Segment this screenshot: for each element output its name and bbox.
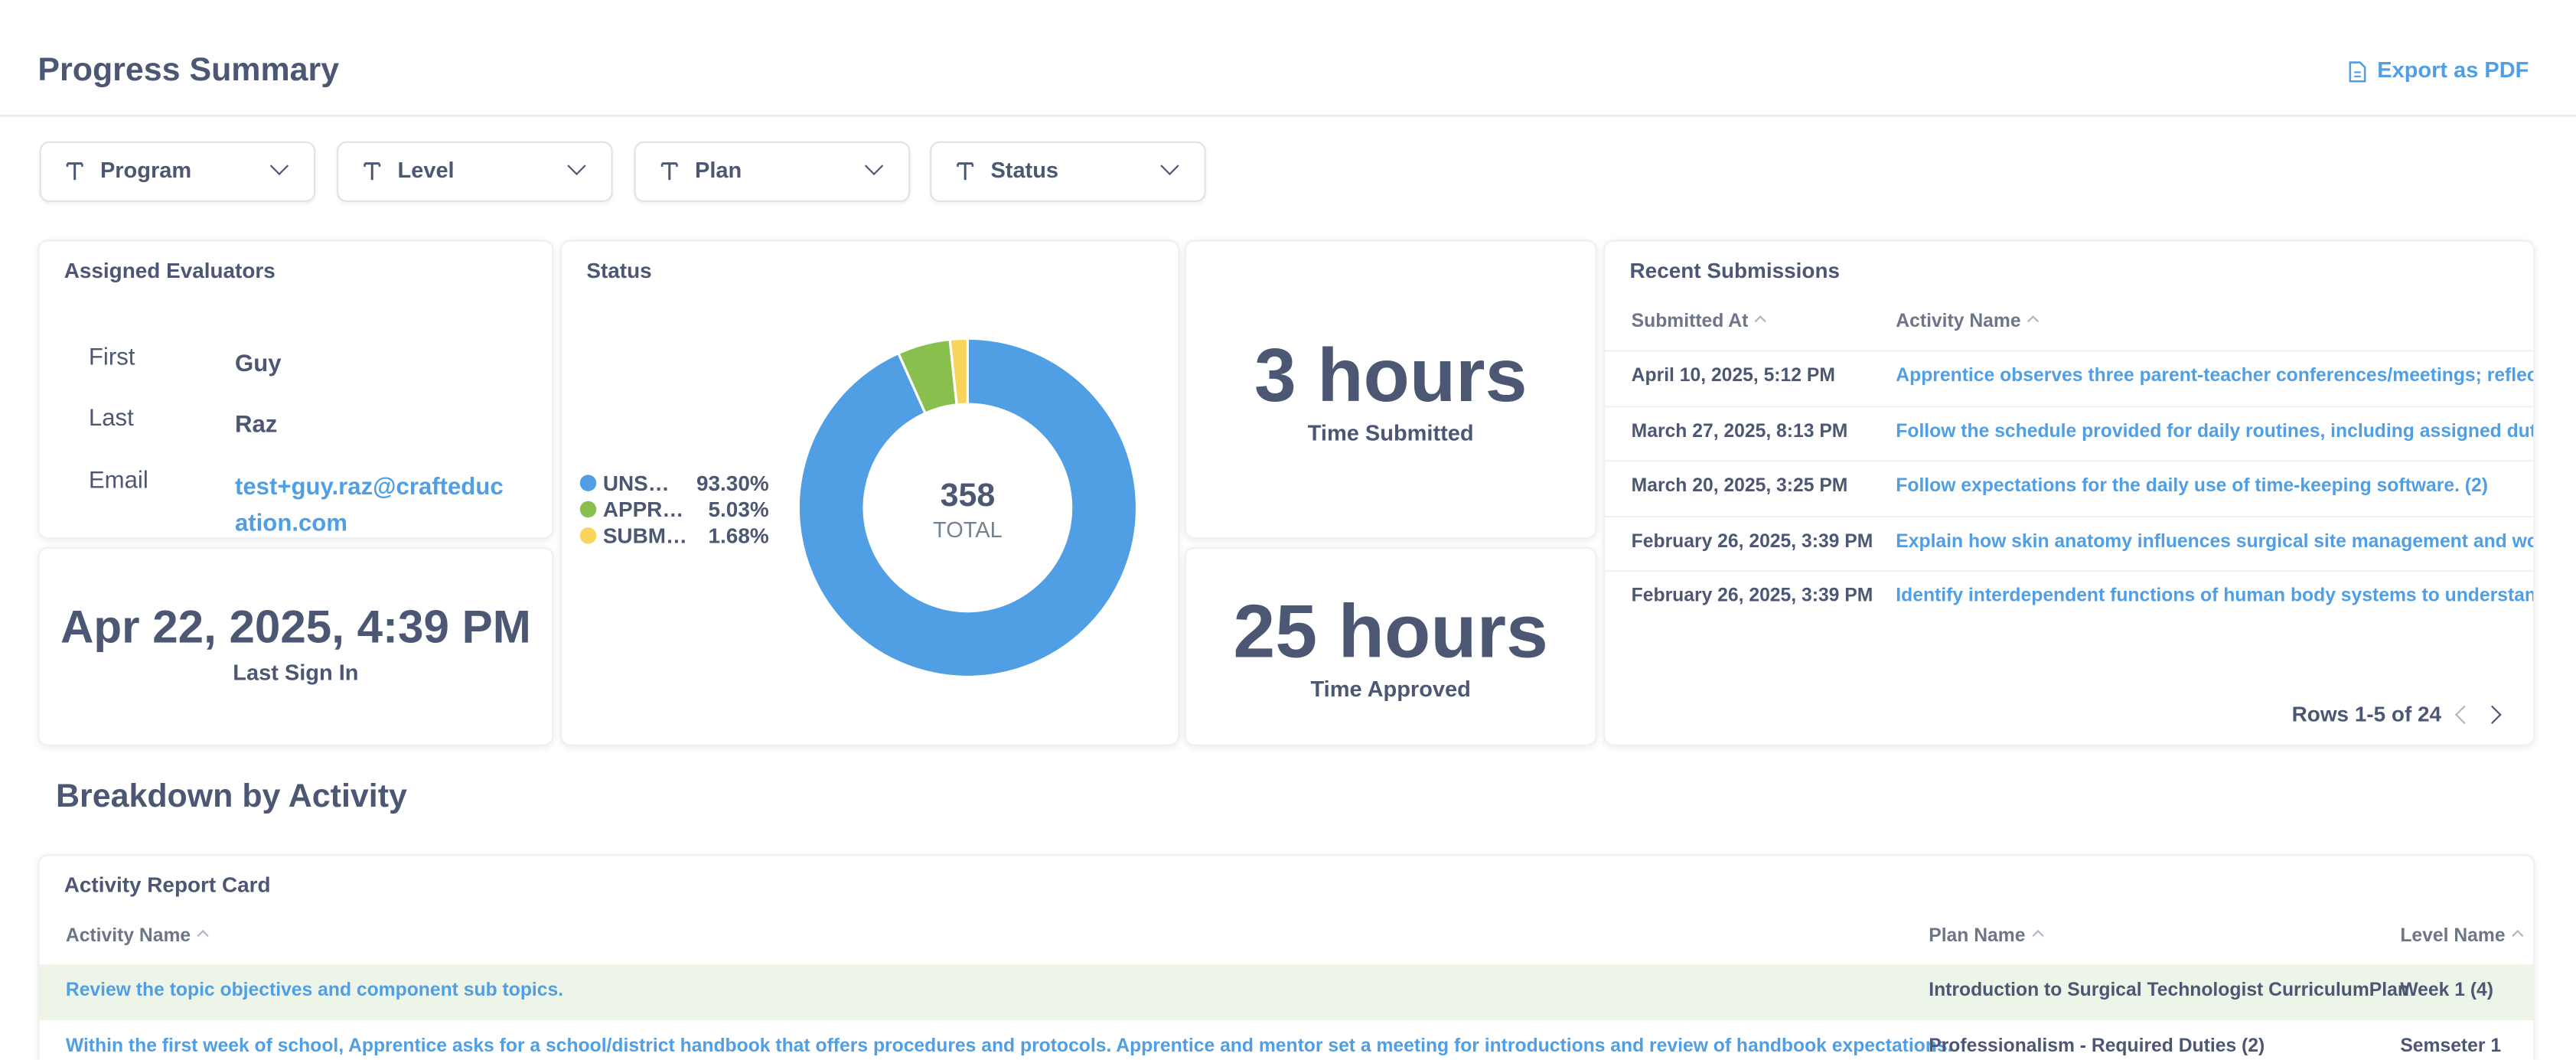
activity-link[interactable]: Within the first week of school, Apprent… xyxy=(65,1036,1953,1056)
activity-link[interactable]: Explain how skin anatomy influences surg… xyxy=(1896,532,2533,552)
metric-label: Time Approved xyxy=(1310,677,1471,702)
card-title: Activity Report Card xyxy=(64,872,271,898)
status-card: Status UNS… 93.30% APPR… 5.03% SUBM… 1.68% 358… xyxy=(560,240,1180,746)
activity-link[interactable]: Follow expectations for the daily use of… xyxy=(1896,476,2488,497)
field-value: Guy xyxy=(234,351,282,378)
activity-link[interactable]: Review the topic objectives and componen… xyxy=(65,980,564,1001)
dropdown-chevron xyxy=(567,156,586,175)
card-title: Assigned Evaluators xyxy=(64,258,276,283)
text-icon xyxy=(660,162,678,181)
activity-link[interactable]: Apprentice observes three parent-teacher… xyxy=(1896,366,2535,386)
recent-submissions-card: Recent Submissions Rows 1-5 of 24 Submit… xyxy=(1603,240,2535,746)
filter-dropdown[interactable]: Status xyxy=(930,141,1206,203)
sort-icon[interactable] xyxy=(2031,929,2044,942)
submitted-at: February 26, 2025, 3:39 PM xyxy=(1631,532,1873,552)
next-page[interactable] xyxy=(2483,705,2502,724)
row-divider xyxy=(1605,570,2534,572)
metric-label: Time Submitted xyxy=(1307,420,1474,445)
field-label: Last xyxy=(88,406,134,432)
text-icon xyxy=(957,162,974,181)
column-header[interactable]: Plan Name xyxy=(1929,927,2044,946)
column-header[interactable]: Activity Name xyxy=(66,927,209,946)
card-title: Recent Submissions xyxy=(1629,258,1841,283)
divider xyxy=(0,115,2576,117)
pagination-label: Rows 1-5 of 24 xyxy=(2291,701,2442,726)
export-button[interactable]: Export as PDF xyxy=(2377,57,2529,83)
text-icon xyxy=(66,162,83,181)
cell: Professionalism - Required Duties (2) xyxy=(1929,1036,2265,1056)
metric-label: Last Sign In xyxy=(233,660,359,686)
donut-total: 358 xyxy=(941,477,996,514)
dropdown-chevron xyxy=(269,156,289,175)
card-title: Status xyxy=(586,258,652,283)
legend-value: 5.03% xyxy=(709,497,769,521)
row-divider xyxy=(1605,460,2534,462)
filter-dropdown[interactable]: Level xyxy=(337,141,613,203)
field-label: First xyxy=(88,344,135,372)
row-divider xyxy=(1605,405,2534,407)
text-icon xyxy=(364,162,381,181)
legend-swatch xyxy=(579,527,597,544)
filter-label: Status xyxy=(990,158,1059,183)
legend-swatch xyxy=(579,501,597,518)
dropdown-chevron xyxy=(864,156,884,175)
filter-label: Level xyxy=(397,158,455,183)
donut-slice xyxy=(797,337,1139,679)
column-header[interactable]: Level Name xyxy=(2400,927,2524,946)
time-submitted-card: 3 hours Time Submitted xyxy=(1184,240,1597,540)
cell: Introduction to Surgical Technologist Cu… xyxy=(1929,980,2409,1001)
submitted-at: March 20, 2025, 3:25 PM xyxy=(1631,476,1848,497)
sort-icon[interactable] xyxy=(2027,315,2040,328)
cell: Semseter 1 xyxy=(2400,1036,2502,1056)
submitted-at: March 27, 2025, 8:13 PM xyxy=(1631,421,1848,442)
activity-link[interactable]: Identify interdependent functions of hum… xyxy=(1896,587,2535,607)
filter-dropdown[interactable]: Program xyxy=(39,141,316,203)
cell: Week 1 (4) xyxy=(2400,980,2494,1001)
column-header[interactable]: Submitted At xyxy=(1632,312,1767,332)
metric-value: 3 hours xyxy=(1254,331,1528,418)
sort-icon[interactable] xyxy=(197,929,209,942)
sort-icon[interactable] xyxy=(1754,315,1767,328)
table-row xyxy=(39,1019,2534,1060)
last-sign-in-card: Apr 22, 2025, 4:39 PM Last Sign In xyxy=(37,546,554,746)
field-value: Raz xyxy=(234,412,278,439)
evaluators-card: Assigned Evaluators First Guy Last Raz Email… xyxy=(37,240,554,540)
legend-label: UNS… xyxy=(603,471,670,495)
donut-slice xyxy=(948,337,970,406)
legend-label: APPR… xyxy=(603,497,683,521)
activity-link[interactable]: Follow the schedule provided for daily r… xyxy=(1896,421,2535,442)
row-divider xyxy=(1605,515,2534,517)
activity-report-card: Activity Report Card Activity Name Plan N… xyxy=(37,854,2535,1060)
submitted-at: February 26, 2025, 3:39 PM xyxy=(1631,587,1873,607)
legend-label: SUBM… xyxy=(603,523,687,547)
pdf-icon xyxy=(2349,61,2366,83)
page-title: Progress Summary xyxy=(37,52,340,89)
table-row xyxy=(39,964,2534,1021)
sort-icon[interactable] xyxy=(2512,929,2524,942)
status-chart: UNS… 93.30% APPR… 5.03% SUBM… 1.68% 358 TOTAL xyxy=(579,337,1139,679)
prev-page[interactable] xyxy=(2454,705,2474,724)
metric-value: 25 hours xyxy=(1233,588,1548,674)
donut-total-label: TOTAL xyxy=(933,518,1003,543)
metric-value: Apr 22, 2025, 4:39 PM xyxy=(60,601,531,653)
legend-swatch xyxy=(579,475,597,491)
field-value[interactable]: test+guy.raz@crafteducation.com xyxy=(234,475,504,537)
filter-label: Program xyxy=(99,158,192,183)
section-title: Breakdown by Activity xyxy=(55,778,407,815)
filter-label: Plan xyxy=(695,158,742,183)
row-divider xyxy=(1605,350,2534,352)
legend-value: 1.68% xyxy=(709,523,769,547)
dropdown-chevron xyxy=(1160,156,1179,175)
legend-value: 93.30% xyxy=(696,471,769,495)
filter-dropdown[interactable]: Plan xyxy=(634,141,911,203)
field-label: Email xyxy=(88,468,148,495)
submitted-at: April 10, 2025, 5:12 PM xyxy=(1631,366,1835,386)
time-approved-card: 25 hours Time Approved xyxy=(1184,546,1597,746)
column-header[interactable]: Activity Name xyxy=(1896,312,2040,332)
